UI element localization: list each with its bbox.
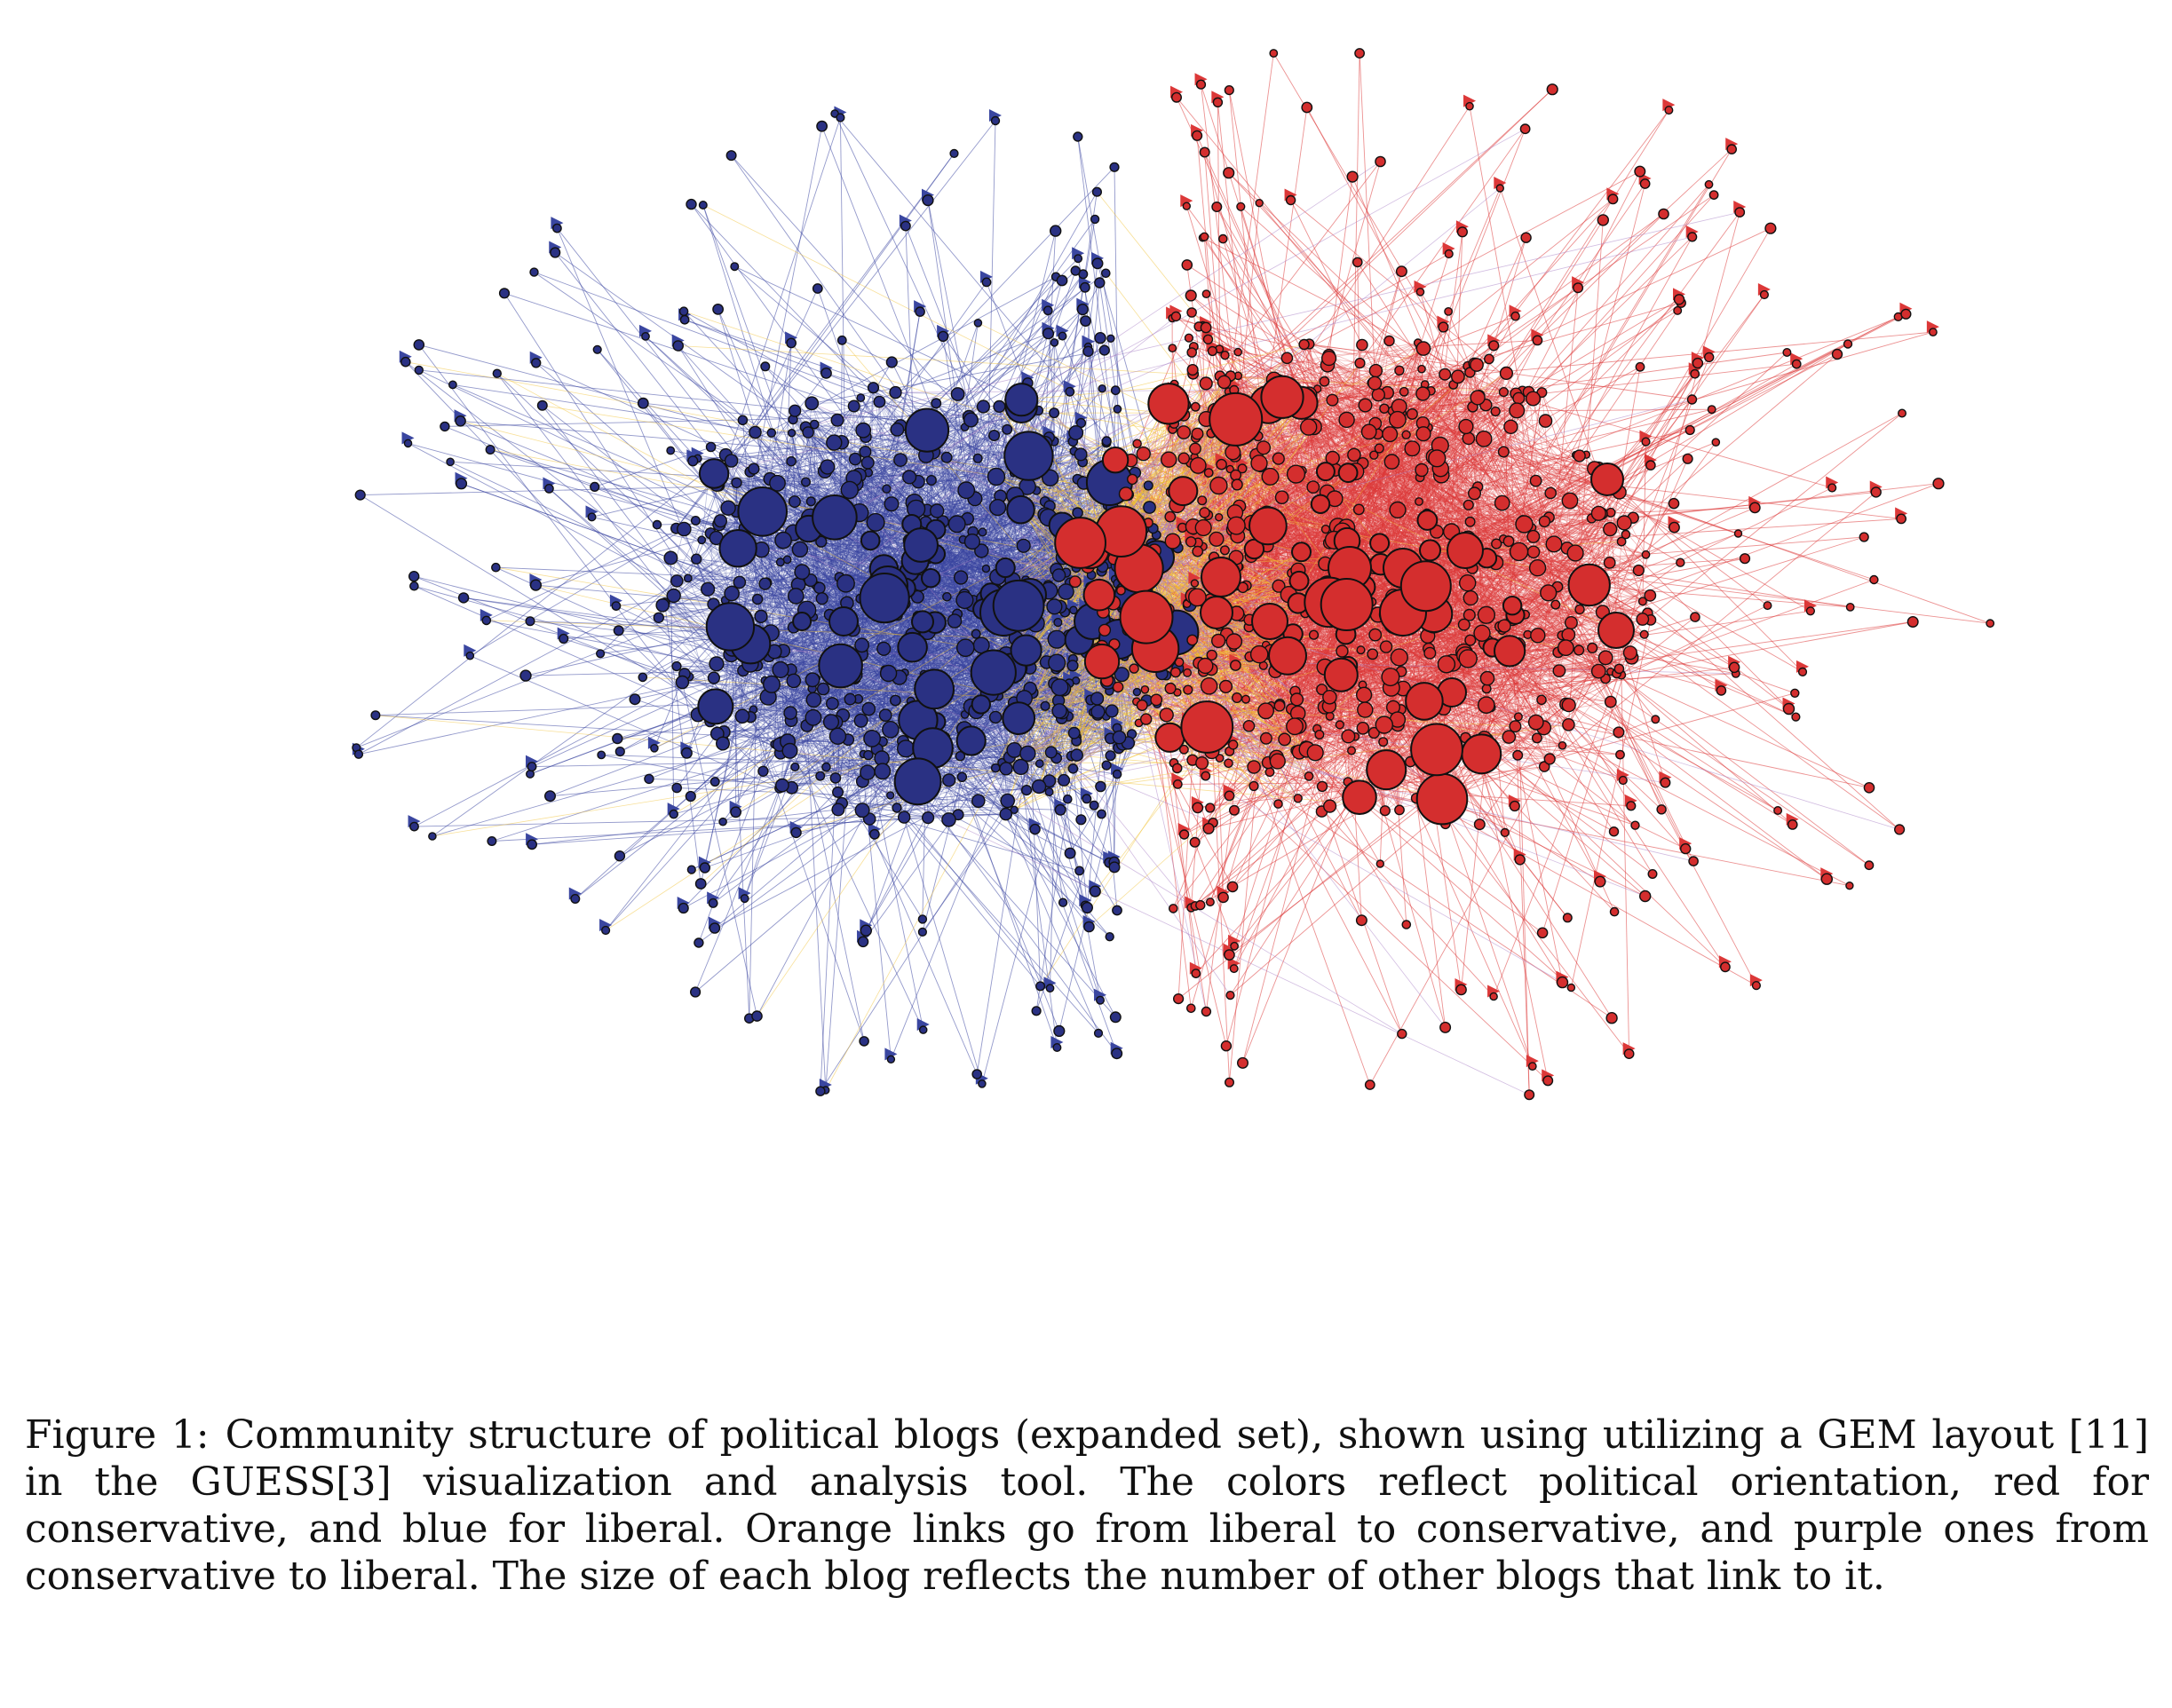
network-edge	[1451, 531, 1470, 742]
network-edge	[859, 512, 990, 694]
network-edge	[1470, 521, 1568, 638]
network-edge	[868, 472, 1091, 563]
network-edge	[1301, 433, 1424, 553]
network-edge	[1038, 711, 1098, 787]
network-edge	[1053, 412, 1084, 484]
network-edge	[946, 457, 998, 508]
network-edge	[1324, 381, 1525, 525]
network-edge	[812, 459, 901, 680]
network-edge	[763, 532, 1100, 772]
network-edge	[701, 540, 733, 594]
network-edge	[1297, 713, 1352, 751]
network-edge	[1549, 517, 1646, 556]
network-edge	[1441, 668, 1620, 800]
network-edge	[1253, 786, 1322, 812]
political-blogs-network	[352, 48, 1995, 1101]
network-edge	[1527, 634, 1544, 728]
network-edge	[1390, 676, 1611, 702]
network-edge	[1441, 671, 1612, 800]
network-edge	[701, 539, 919, 721]
edges-layer	[356, 52, 1991, 1095]
network-edge	[1329, 363, 1475, 716]
network-edge	[1287, 625, 1505, 657]
network-edge	[1325, 528, 1534, 537]
network-edge	[1444, 374, 1526, 615]
network-edge	[805, 481, 912, 525]
network-edge	[717, 457, 979, 486]
network-edge	[1486, 652, 1558, 690]
network-edge	[664, 528, 685, 604]
network-edge	[790, 692, 990, 714]
network-edge	[847, 739, 863, 811]
network-edge	[1266, 513, 1493, 648]
network-edge	[1136, 614, 1516, 702]
network-edge	[1238, 354, 1329, 376]
network-edge	[765, 451, 933, 681]
network-edge	[873, 387, 975, 605]
network-edge	[777, 406, 984, 484]
network-edge	[812, 401, 880, 404]
network-edge	[1287, 358, 1612, 672]
network-edge	[736, 482, 743, 716]
network-edge	[695, 558, 733, 594]
network-edge	[847, 442, 1107, 740]
network-edge	[1130, 460, 1272, 706]
network-edge	[1332, 457, 1622, 542]
network-edge	[794, 410, 866, 453]
network-edge	[761, 550, 827, 768]
network-edge	[1317, 388, 1487, 689]
network-edge	[1218, 485, 1338, 527]
network-edge	[780, 669, 789, 742]
network-edge	[664, 602, 714, 605]
network-edge	[777, 432, 792, 484]
network-edge	[1567, 500, 1571, 636]
network-edge	[868, 442, 1107, 463]
network-edge	[1377, 433, 1634, 518]
network-edge	[934, 524, 958, 623]
network-edge	[1288, 427, 1310, 652]
network-edge	[976, 462, 1083, 681]
network-edge	[1533, 455, 1581, 552]
network-edge	[753, 419, 794, 470]
network-edge	[1328, 348, 1425, 356]
network-edge	[1097, 649, 1277, 758]
network-edge	[1535, 648, 1565, 723]
network-edge	[713, 397, 861, 605]
network-edge	[1440, 468, 1502, 503]
network-edge	[1377, 433, 1516, 616]
network-edge	[739, 571, 803, 583]
network-edge	[896, 807, 1006, 815]
network-edge	[1192, 759, 1429, 805]
network-edge	[792, 419, 827, 768]
network-edge	[805, 426, 839, 811]
network-edge	[736, 482, 850, 491]
network-edge	[1465, 426, 1622, 676]
network-figure	[352, 48, 1995, 1101]
network-edge	[736, 539, 1040, 787]
network-edge	[1145, 640, 1504, 650]
